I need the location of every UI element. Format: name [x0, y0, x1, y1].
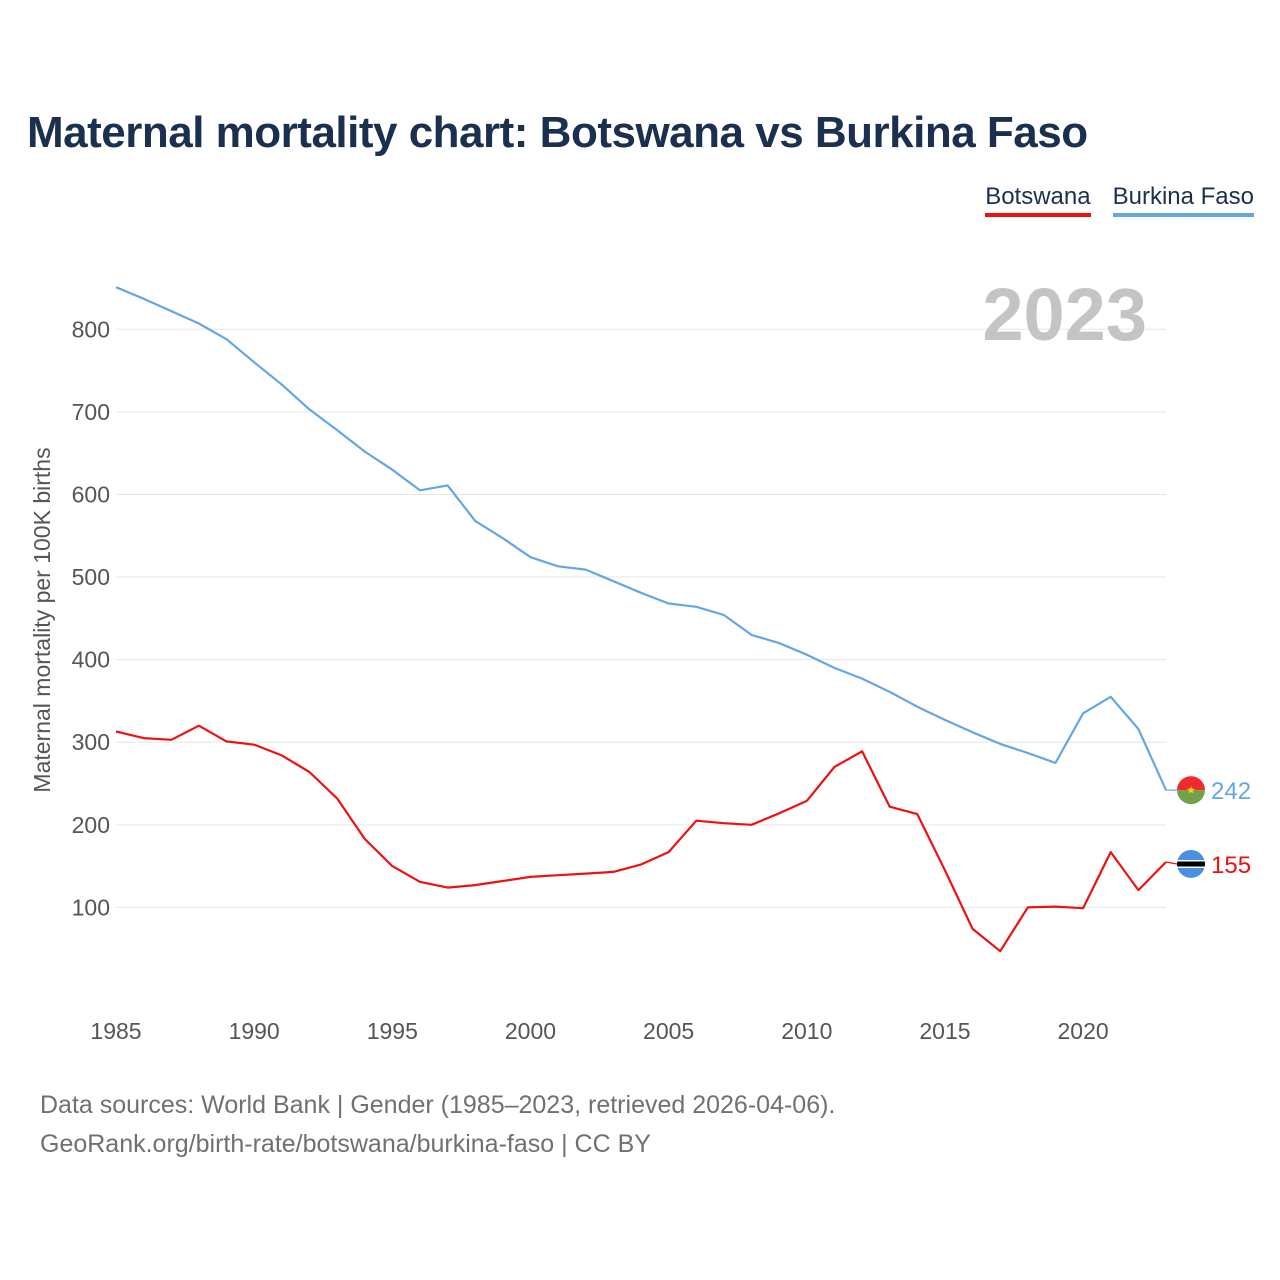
series-line-burkina-faso[interactable]	[115, 286, 1168, 791]
x-tick-label-1990: 1990	[229, 1018, 280, 1044]
y-axis-ticks: 100 200 300 400 500 600 700 800	[72, 316, 110, 920]
x-axis-ticks: 1985 1990 1995 2000 2005 2010 2015 2020	[90, 1018, 1108, 1044]
flag-botswana-icon	[1177, 849, 1205, 878]
end-connector-botswana	[1165, 861, 1178, 865]
footer: Data sources: World Bank | Gender (1985–…	[40, 1086, 835, 1164]
footer-link[interactable]: GeoRank.org/birth-rate/botswana/burkina-…	[40, 1130, 651, 1158]
x-tick-label-1995: 1995	[367, 1018, 418, 1044]
y-tick-label-700: 700	[72, 399, 110, 425]
x-tick-label-2005: 2005	[643, 1018, 694, 1044]
legend-item-botswana[interactable]: Botswana	[985, 183, 1091, 217]
y-tick-label-500: 500	[72, 564, 110, 590]
end-value-botswana: 155	[1211, 852, 1251, 879]
y-tick-label-800: 800	[72, 316, 110, 342]
y-tick-label-300: 300	[72, 729, 110, 755]
y-axis-title: Maternal mortality per 100K births	[29, 447, 55, 792]
footer-source: Data sources: World Bank | Gender (1985–…	[40, 1091, 836, 1119]
grid-lines	[116, 328, 1166, 908]
series-line-botswana[interactable]	[115, 724, 1167, 953]
year-watermark: 2023	[982, 273, 1147, 356]
y-tick-label-600: 600	[72, 481, 110, 507]
y-tick-label-100: 100	[72, 894, 110, 920]
end-markers: 155 242	[1165, 776, 1251, 879]
series-lines	[115, 286, 1168, 953]
x-tick-label-2020: 2020	[1058, 1018, 1109, 1044]
y-tick-label-400: 400	[72, 647, 110, 673]
x-tick-label-2010: 2010	[781, 1018, 832, 1044]
y-tick-label-200: 200	[72, 812, 110, 838]
legend: Botswana Burkina Faso	[985, 183, 1254, 217]
x-tick-label-2000: 2000	[505, 1018, 556, 1044]
flag-burkina-faso-icon	[1177, 776, 1205, 805]
x-tick-label-1985: 1985	[90, 1018, 141, 1044]
chart-title: Maternal mortality chart: Botswana vs Bu…	[27, 108, 1088, 157]
end-value-burkina-faso: 242	[1211, 778, 1251, 805]
x-tick-label-2015: 2015	[919, 1018, 970, 1044]
legend-item-burkina-faso[interactable]: Burkina Faso	[1112, 183, 1254, 217]
